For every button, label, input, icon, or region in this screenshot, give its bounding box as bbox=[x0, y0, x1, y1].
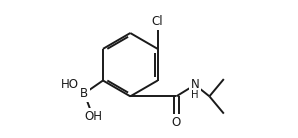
Text: Cl: Cl bbox=[152, 15, 163, 28]
Text: OH: OH bbox=[84, 110, 102, 123]
Text: N: N bbox=[191, 78, 199, 91]
Text: HO: HO bbox=[61, 78, 79, 91]
Text: H: H bbox=[191, 90, 199, 100]
Text: B: B bbox=[80, 87, 88, 100]
Text: O: O bbox=[172, 116, 181, 129]
